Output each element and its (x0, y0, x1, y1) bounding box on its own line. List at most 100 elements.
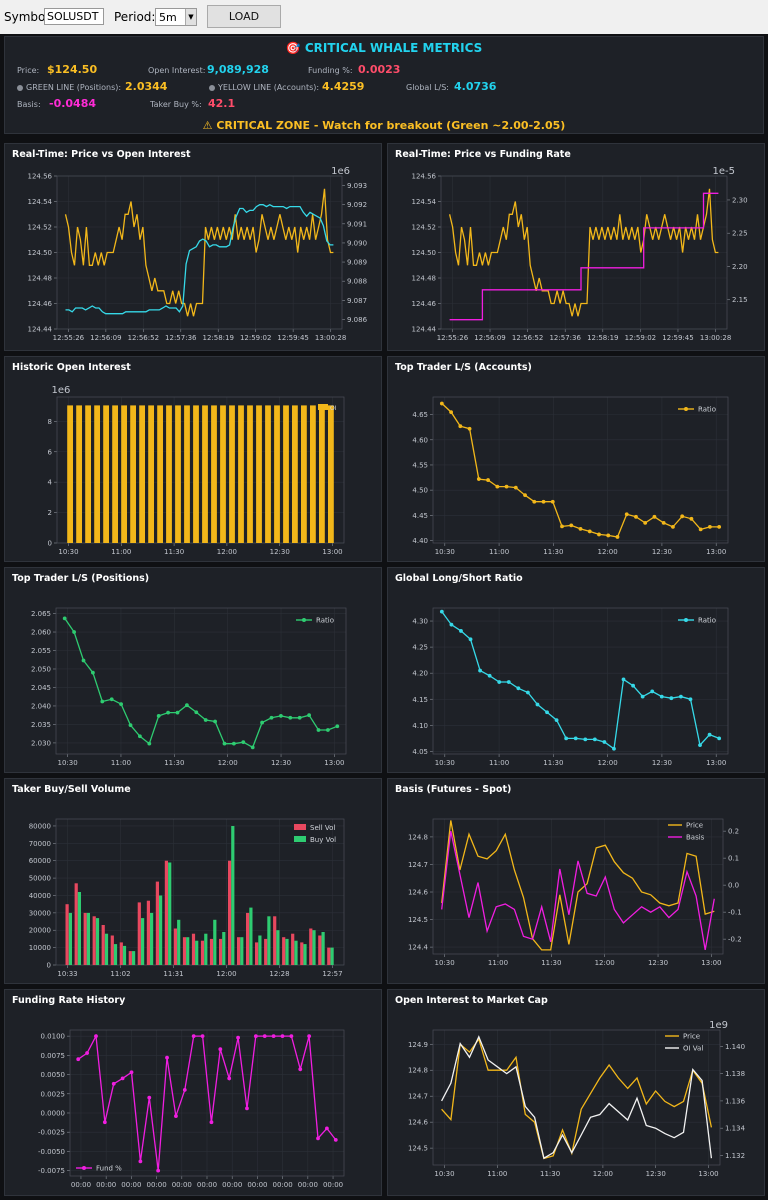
x-tick-label: 13:00 (701, 959, 721, 967)
y-tick-label: 80000 (29, 822, 51, 830)
x-tick-label: 10:33 (57, 970, 77, 978)
y2-tick-label: -0.2 (728, 936, 742, 944)
chart-title: Open Interest to Market Cap (395, 995, 548, 1006)
y-tick-label: 124.44 (412, 326, 437, 334)
plot-frame (56, 396, 345, 544)
data-point (209, 1120, 214, 1125)
data-point (449, 622, 454, 627)
data-point (583, 737, 588, 742)
plot-frame (432, 607, 729, 755)
symbol-input[interactable] (44, 8, 104, 25)
bar (193, 405, 199, 543)
data-point (458, 424, 463, 429)
y-tick-label: -0.0050 (38, 1148, 65, 1156)
data-point (698, 527, 703, 532)
bar (301, 405, 307, 543)
x-tick-label: 11:30 (541, 959, 561, 967)
axis-exponent: 1e6 (52, 385, 71, 396)
data-point (497, 680, 502, 684)
bar-buy (285, 938, 289, 965)
x-tick-label: 12:56:52 (512, 334, 543, 342)
y-tick-label: 124.46 (412, 300, 437, 308)
bar (220, 405, 226, 543)
legend-label: OI (330, 405, 337, 412)
chart-title: Top Trader L/S (Positions) (12, 573, 150, 584)
x-tick-label: 11:02 (110, 970, 130, 978)
y-tick-label: 124.50 (28, 249, 53, 257)
x-tick-label: 12:56:52 (128, 334, 159, 342)
x-tick-label: 11:31 (163, 970, 183, 978)
green-line-value: 2.0344 (125, 80, 168, 93)
legend-marker (684, 618, 688, 622)
bar (121, 405, 127, 543)
bar-sell (128, 951, 132, 965)
x-tick-label: 00:00 (298, 1181, 318, 1189)
chevron-down-icon: ▼ (185, 9, 196, 25)
y-tick-label: 4.40 (412, 537, 428, 545)
bar-buy (321, 932, 325, 965)
y2-tick-label: 1.136 (725, 1097, 746, 1105)
data-point (513, 485, 518, 490)
bar-sell (191, 933, 196, 965)
chart-title: Funding Rate History (12, 995, 126, 1006)
y-tick-label: 4.15 (412, 696, 428, 704)
bar-buy (195, 940, 199, 965)
bar-buy (186, 937, 190, 965)
x-tick-label: 12:56:09 (90, 334, 121, 342)
y2-tick-label: 2.30 (732, 196, 748, 204)
data-point (62, 616, 67, 621)
y-tick-label: 124.5 (408, 1145, 428, 1153)
data-point (227, 1076, 232, 1081)
data-point (602, 740, 607, 744)
plot-frame (432, 396, 729, 544)
x-tick-label: 11:30 (164, 759, 184, 767)
y2-tick-label: 9.093 (347, 182, 367, 190)
bar-buy (95, 918, 100, 965)
data-point (624, 512, 629, 517)
y-tick-label: 4.05 (412, 748, 428, 756)
x-tick-label: 00:00 (222, 1181, 242, 1189)
y2-tick-label: 2.25 (732, 230, 748, 238)
x-tick-label: 10:30 (435, 959, 455, 967)
x-tick-label: 12:30 (652, 548, 672, 556)
data-point (650, 689, 655, 694)
x-tick-label: 11:30 (540, 1170, 560, 1178)
y-tick-label: 4.25 (412, 644, 428, 652)
bar-sell (237, 937, 241, 965)
data-point (200, 1034, 205, 1039)
y-tick-label: 8 (48, 418, 52, 426)
y-tick-label: 2.035 (31, 721, 51, 729)
x-tick-label: 00:00 (247, 1181, 267, 1189)
bar-sell (92, 916, 96, 965)
data-point (554, 718, 559, 723)
bar (166, 405, 172, 543)
bar (67, 405, 73, 543)
legend-label: OI Val (683, 1045, 703, 1053)
bar-buy (303, 944, 307, 965)
data-point (241, 740, 246, 745)
load-button[interactable]: LOAD (207, 5, 281, 28)
x-tick-label: 11:30 (543, 759, 563, 767)
y-tick-label: 124.52 (28, 224, 53, 232)
x-tick-label: 13:00:28 (315, 334, 346, 342)
y-tick-label: 124.8 (408, 833, 428, 841)
open-interest-label: Open Interest: (148, 66, 206, 75)
data-point (81, 658, 86, 663)
period-select[interactable]: 5m ▼ (155, 8, 197, 26)
data-point (269, 715, 274, 720)
bar (139, 405, 145, 543)
chart-title: Real-Time: Price vs Open Interest (12, 149, 191, 160)
bar-buy (150, 912, 154, 965)
bar (94, 405, 100, 543)
bar-sell (182, 937, 187, 965)
y-tick-label: 40000 (29, 892, 51, 900)
x-tick-label: 11:30 (164, 548, 184, 556)
data-point (506, 680, 511, 684)
data-point (236, 1035, 240, 1040)
x-tick-label: 12:59:02 (240, 334, 271, 342)
bar (247, 405, 253, 543)
x-tick-label: 12:55:26 (53, 334, 85, 342)
bar-sell (110, 935, 114, 965)
y-tick-label: 0.0075 (41, 1052, 66, 1060)
legend-label: Price (683, 1033, 700, 1041)
